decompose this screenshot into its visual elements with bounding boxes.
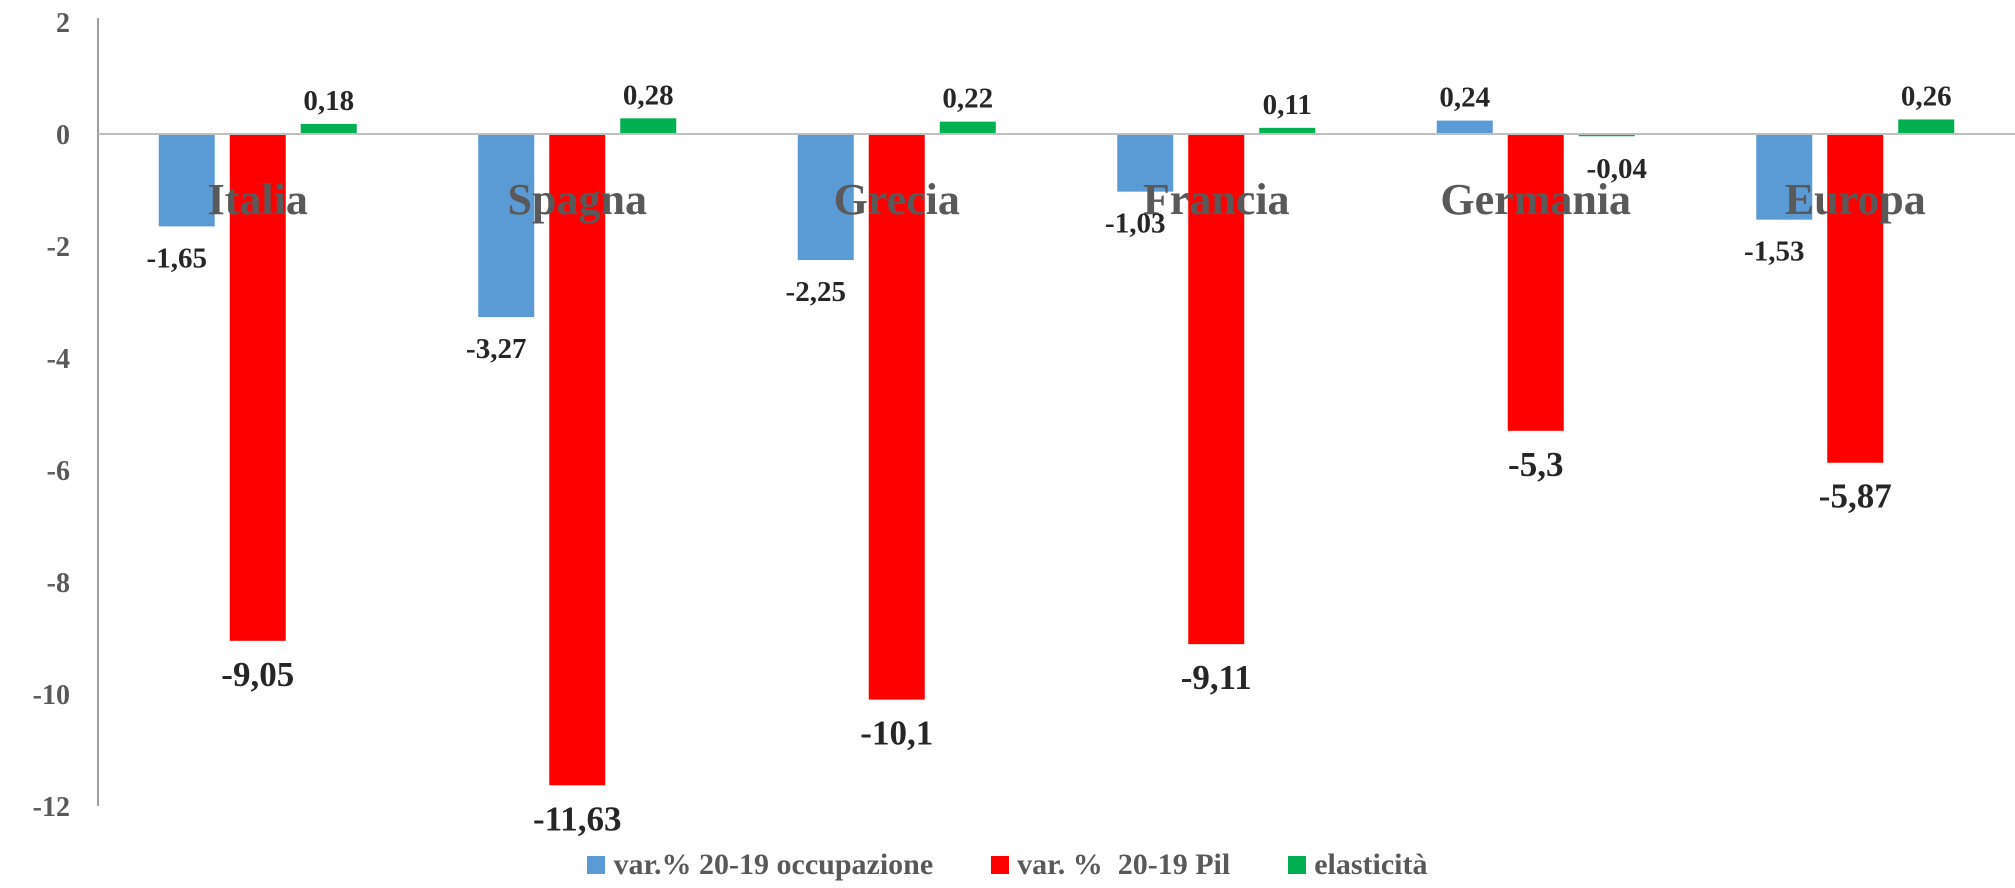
bar-elasticita-europa bbox=[1898, 119, 1955, 134]
y-tick-label: -10 bbox=[33, 680, 70, 711]
legend-label-elasticita: elasticità bbox=[1314, 848, 1428, 881]
data-label-pil-spagna: -11,63 bbox=[533, 799, 621, 838]
data-label-pil-europa: -5,87 bbox=[1819, 477, 1892, 516]
legend: var.% 20-19 occupazione var. % 20-19 Pil… bbox=[0, 845, 2015, 885]
bar-occupazione-grecia bbox=[797, 134, 854, 260]
data-label-occupazione-grecia: -2,25 bbox=[786, 276, 846, 308]
data-label-occupazione-germania: 0,24 bbox=[1439, 82, 1490, 114]
category-label-francia: Francia bbox=[1143, 175, 1290, 224]
legend-label-occupazione: var.% 20-19 occupazione bbox=[613, 848, 934, 881]
legend-item-elasticita: elasticità bbox=[1288, 848, 1428, 882]
category-label-germania: Germania bbox=[1440, 175, 1631, 224]
bar-pil-europa bbox=[1827, 134, 1884, 463]
category-label-spagna: Spagna bbox=[508, 175, 647, 224]
bar-elasticita-grecia bbox=[939, 121, 996, 134]
data-label-elasticita-grecia: 0,22 bbox=[942, 83, 993, 115]
bar-elasticita-spagna bbox=[620, 118, 677, 134]
bar-occupazione-italia bbox=[158, 134, 215, 227]
labels-layer: Italia Spagna Grecia Francia Germania Europa -… bbox=[147, 79, 1952, 838]
bar-occupazione-germania bbox=[1436, 120, 1493, 134]
y-tick-label: -6 bbox=[47, 456, 70, 487]
legend-swatch-elasticita bbox=[1288, 856, 1307, 874]
y-tick-label: -12 bbox=[33, 792, 70, 823]
category-label-grecia: Grecia bbox=[834, 175, 960, 224]
bar-pil-francia bbox=[1188, 134, 1245, 645]
bar-pil-grecia bbox=[868, 134, 925, 700]
data-label-occupazione-spagna: -3,27 bbox=[466, 333, 526, 365]
legend-item-pil: var. % 20-19 Pil bbox=[991, 848, 1230, 882]
bar-elasticita-francia bbox=[1259, 127, 1316, 134]
data-label-pil-grecia: -10,1 bbox=[860, 714, 933, 753]
data-label-elasticita-italia: 0,18 bbox=[303, 85, 354, 117]
bar-pil-spagna bbox=[549, 134, 606, 786]
data-label-elasticita-europa: 0,26 bbox=[1901, 80, 1952, 112]
data-label-occupazione-francia: -1,03 bbox=[1105, 208, 1165, 240]
bar-occupazione-francia bbox=[1117, 134, 1174, 192]
data-label-elasticita-francia: 0,11 bbox=[1263, 89, 1312, 121]
data-label-pil-germania: -5,3 bbox=[1508, 445, 1563, 484]
legend-swatch-occupazione bbox=[587, 856, 606, 874]
axes-layer: 2 0 -2 -4 -6 -8 -10 -12 bbox=[33, 8, 2015, 823]
legend-swatch-pil bbox=[991, 856, 1010, 874]
bar-elasticita-germania bbox=[1578, 134, 1635, 137]
data-label-pil-francia: -9,11 bbox=[1181, 658, 1252, 697]
bar-elasticita-italia bbox=[300, 123, 357, 134]
bar-pil-italia bbox=[229, 134, 286, 641]
y-tick-label: 0 bbox=[56, 120, 70, 151]
y-tick-label: 2 bbox=[56, 8, 70, 39]
data-label-occupazione-italia: -1,65 bbox=[147, 242, 207, 274]
y-tick-label: -2 bbox=[47, 232, 70, 263]
bar-pil-germania bbox=[1507, 134, 1564, 431]
data-label-pil-italia: -9,05 bbox=[221, 655, 294, 694]
bars-layer bbox=[158, 118, 1955, 786]
legend-label-pil: var. % 20-19 Pil bbox=[1017, 848, 1231, 881]
category-label-italia: Italia bbox=[208, 175, 308, 224]
data-label-elasticita-germania: -0,04 bbox=[1587, 153, 1647, 185]
legend-item-occupazione: var.% 20-19 occupazione bbox=[587, 848, 933, 882]
y-tick-label: -4 bbox=[47, 344, 70, 375]
data-label-occupazione-europa: -1,53 bbox=[1744, 236, 1804, 268]
bar-occupazione-spagna bbox=[478, 134, 535, 318]
data-label-elasticita-spagna: 0,28 bbox=[623, 79, 674, 111]
bar-occupazione-europa bbox=[1756, 134, 1813, 220]
category-label-europa: Europa bbox=[1785, 175, 1926, 224]
y-tick-label: -8 bbox=[47, 568, 70, 599]
